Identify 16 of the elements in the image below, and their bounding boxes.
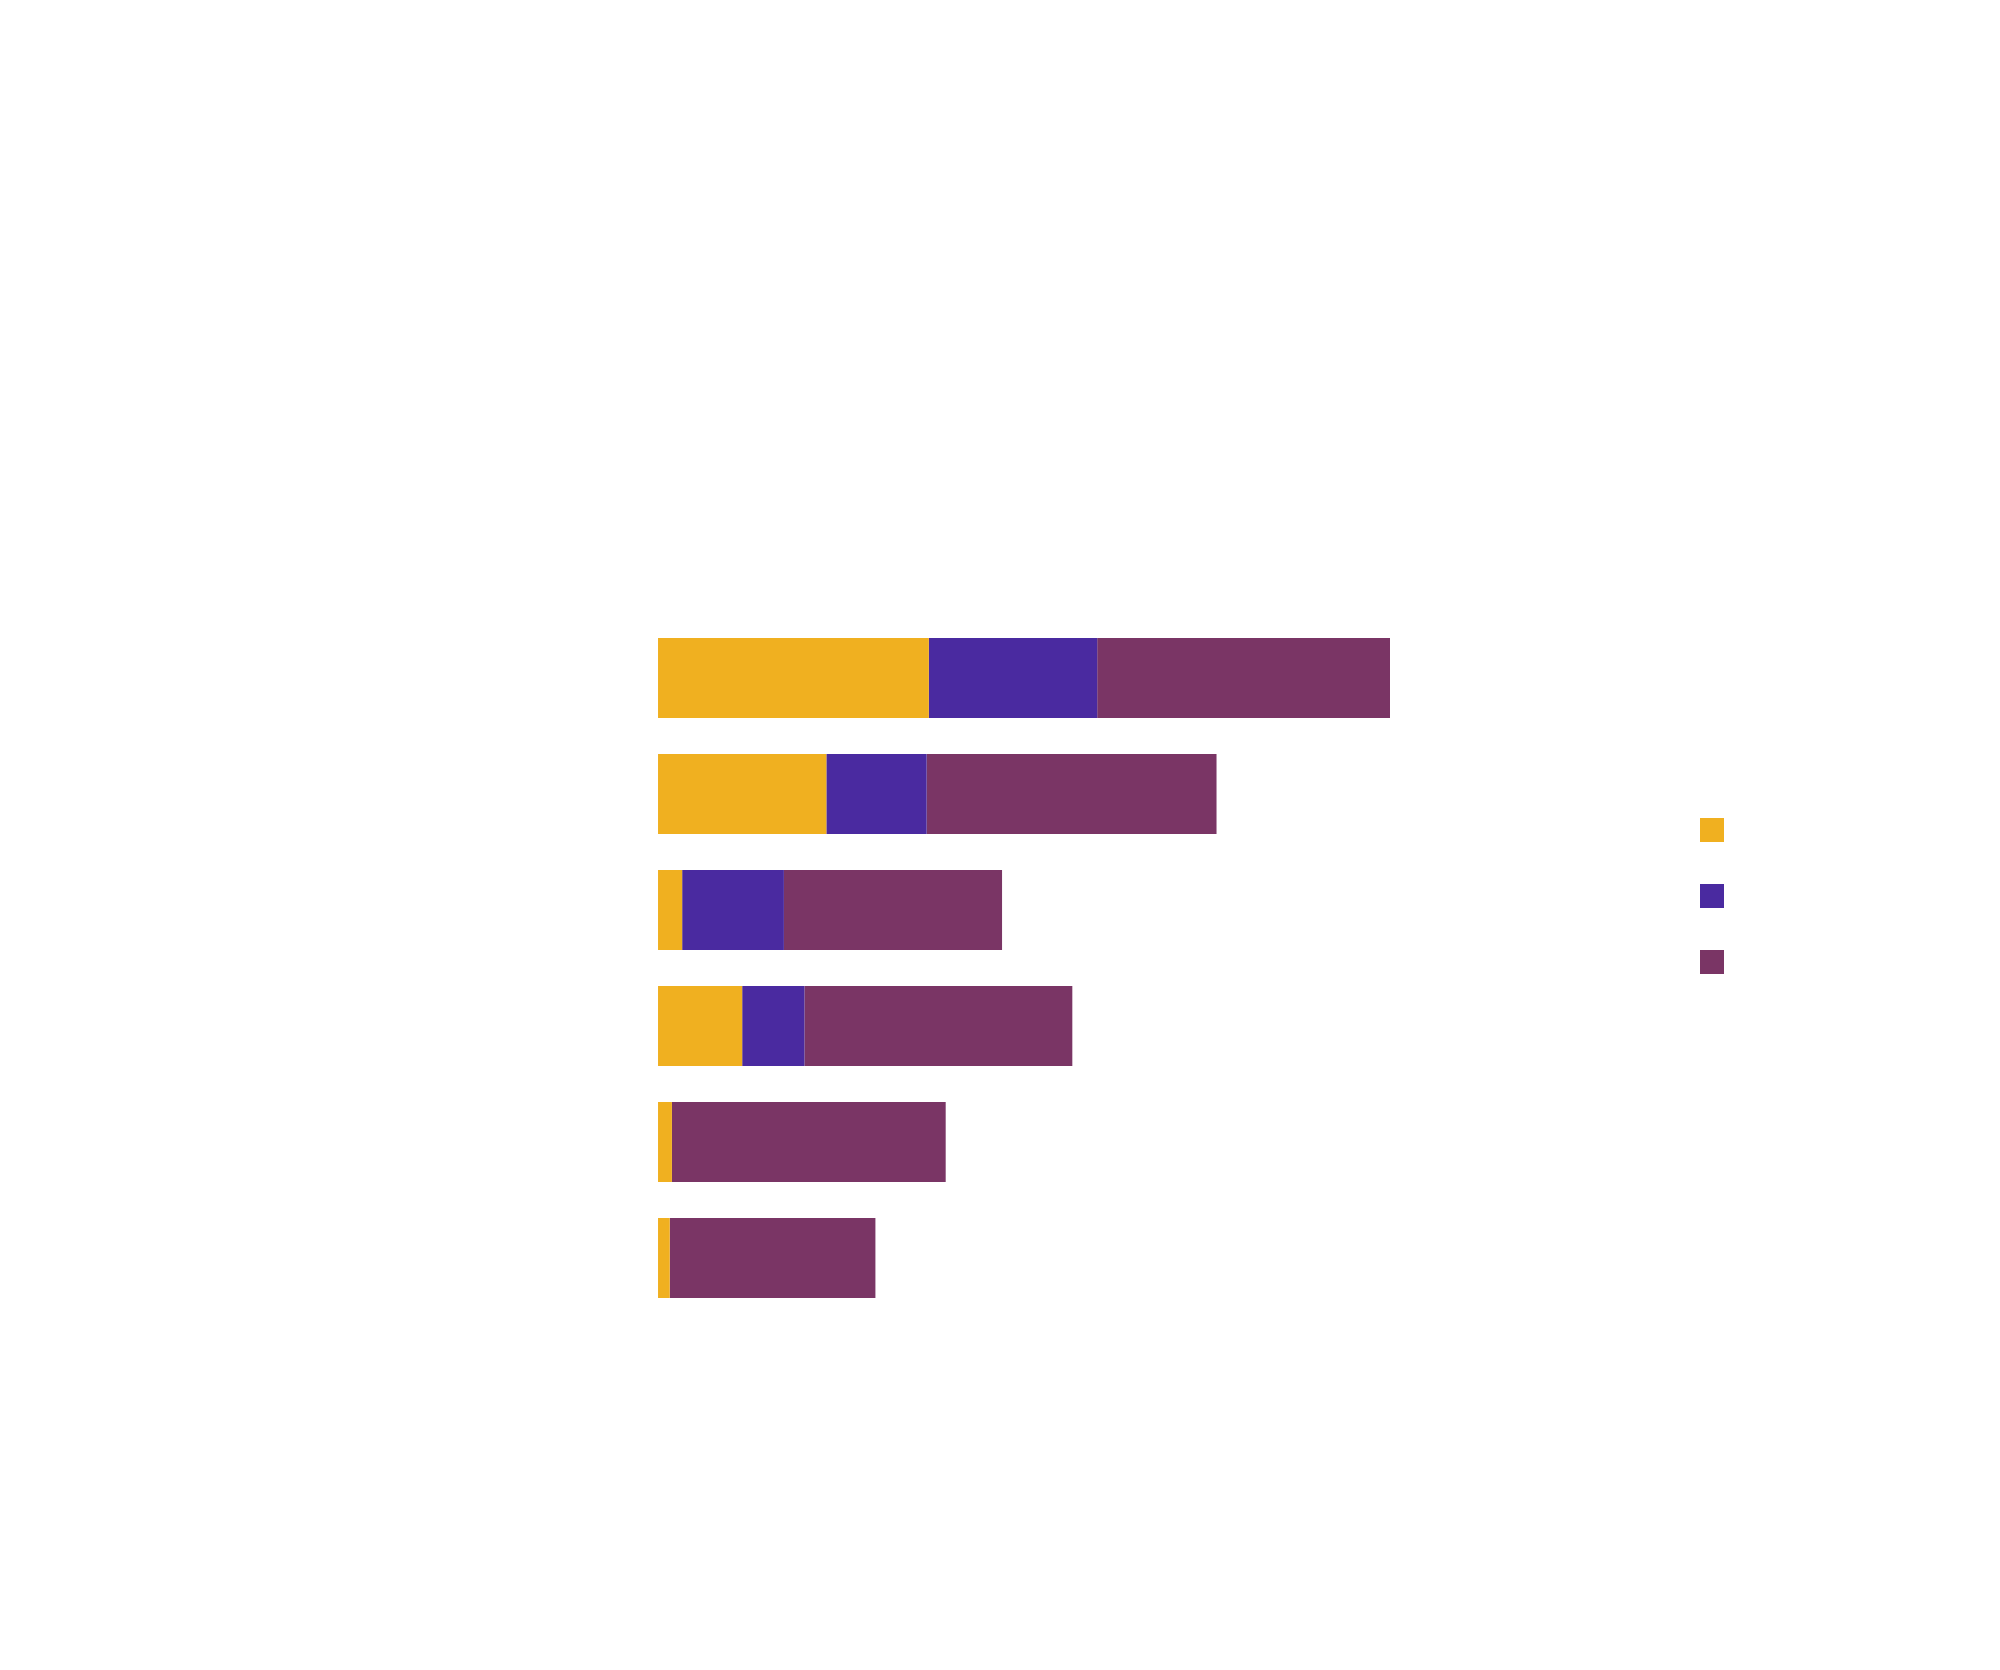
bar [928, 638, 1098, 718]
bar [658, 870, 683, 950]
bar [658, 1102, 672, 1182]
bar [658, 1218, 670, 1298]
bar [658, 986, 743, 1066]
bar [783, 870, 1003, 950]
bar [671, 1102, 946, 1182]
bar [1097, 638, 1391, 718]
bar [826, 754, 927, 834]
bar [682, 870, 784, 950]
bar [926, 754, 1217, 834]
bar [742, 986, 805, 1066]
bar [669, 1218, 876, 1298]
bar [658, 638, 929, 718]
bar [658, 754, 827, 834]
bar [804, 986, 1073, 1066]
